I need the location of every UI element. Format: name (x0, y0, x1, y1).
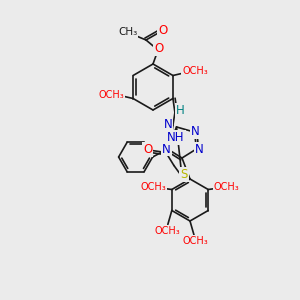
Text: N: N (191, 124, 200, 138)
Text: O: O (143, 143, 152, 156)
Text: OCH₃: OCH₃ (155, 226, 181, 236)
Text: O: O (158, 25, 168, 38)
Text: OCH₃: OCH₃ (182, 67, 208, 76)
Text: H: H (176, 104, 184, 117)
Text: N: N (195, 142, 204, 155)
Text: OCH₃: OCH₃ (141, 182, 167, 193)
Text: O: O (126, 28, 134, 38)
Text: OCH₃: OCH₃ (182, 236, 208, 246)
Text: OCH₃: OCH₃ (213, 182, 239, 193)
Text: O: O (154, 43, 164, 56)
Text: N: N (164, 118, 172, 131)
Text: N: N (162, 142, 171, 155)
Text: OCH₃: OCH₃ (98, 89, 124, 100)
Text: NH: NH (167, 131, 185, 144)
Text: S: S (180, 168, 188, 181)
Text: CH₃: CH₃ (118, 27, 138, 37)
